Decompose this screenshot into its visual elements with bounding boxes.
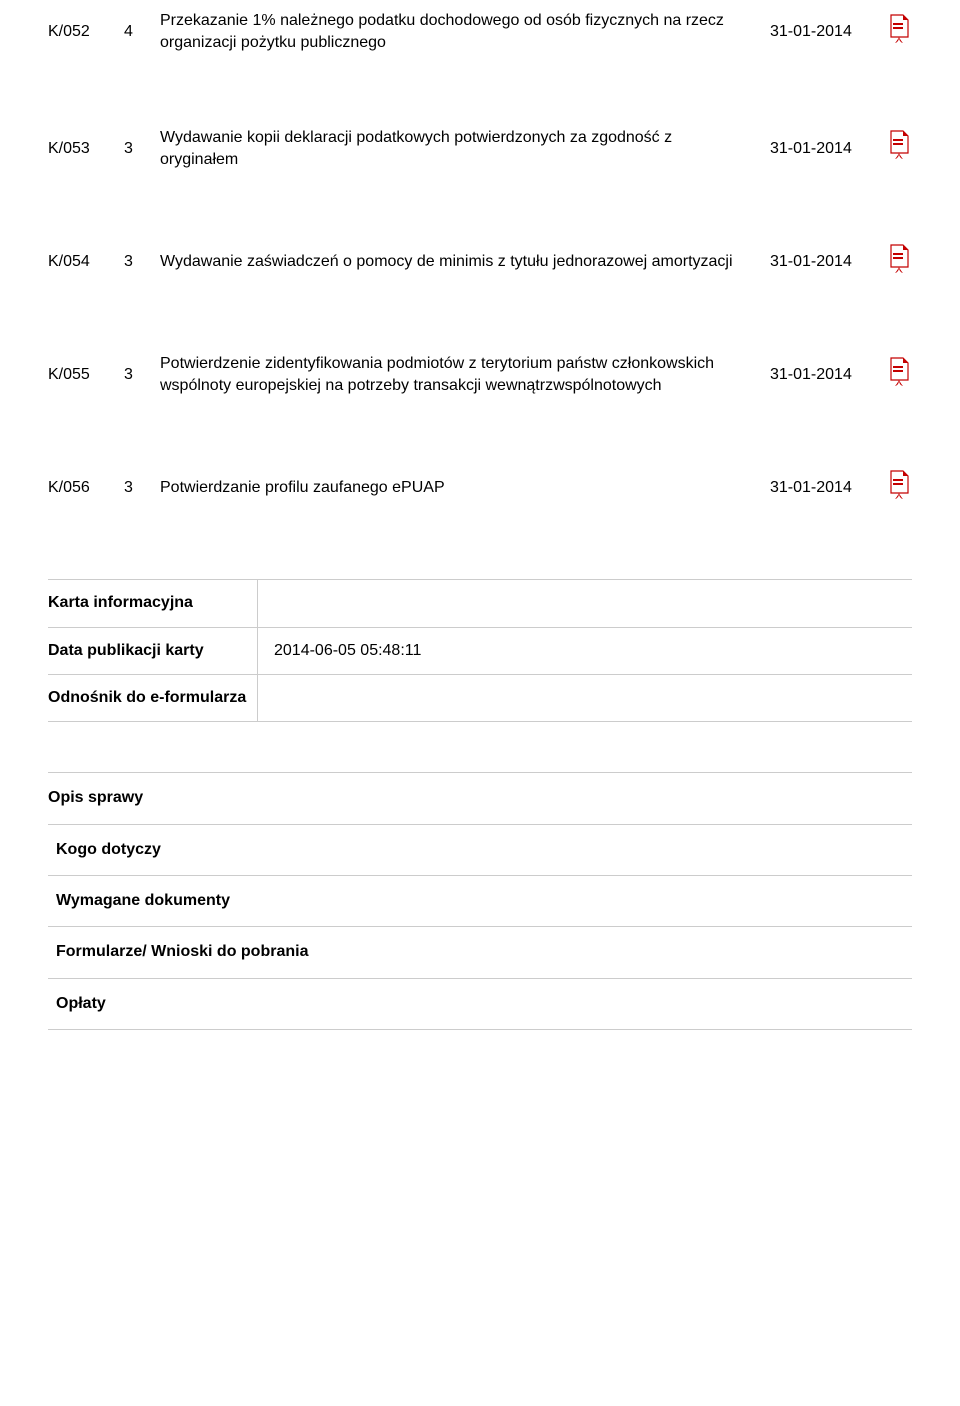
row-code: K/056: [48, 477, 108, 499]
pdf-icon[interactable]: [886, 14, 912, 51]
table-row: K/055 3 Potwierdzenie zidentyfikowania p…: [48, 353, 912, 398]
row-num: 3: [124, 138, 144, 160]
case-docs: Wymagane dokumenty: [48, 876, 912, 927]
case-who: Kogo dotyczy: [48, 825, 912, 876]
pdf-icon[interactable]: [886, 130, 912, 167]
info-card-title-value: [258, 580, 912, 626]
case-forms: Formularze/ Wnioski do pobrania: [48, 927, 912, 978]
row-code: K/052: [48, 21, 108, 43]
row-description: Potwierdzenie zidentyfikowania podmiotów…: [160, 353, 754, 398]
eform-link-label: Odnośnik do e-formularza: [48, 675, 258, 721]
case-section: Opis sprawy Kogo dotyczy Wymagane dokume…: [48, 772, 912, 1030]
table-row: K/054 3 Wydawanie zaświadczeń o pomocy d…: [48, 244, 912, 281]
info-card-section: Karta informacyjna Data publikacji karty…: [48, 579, 912, 722]
row-date: 31-01-2014: [770, 21, 870, 43]
row-num: 3: [124, 477, 144, 499]
table-row: K/053 3 Wydawanie kopii deklaracji podat…: [48, 127, 912, 172]
row-date: 31-01-2014: [770, 477, 870, 499]
pdf-icon[interactable]: [886, 357, 912, 394]
row-description: Wydawanie kopii deklaracji podatkowych p…: [160, 127, 754, 172]
row-description: Przekazanie 1% należnego podatku dochodo…: [160, 10, 754, 55]
case-fees: Opłaty: [48, 979, 912, 1029]
info-card-title: Karta informacyjna: [48, 580, 258, 626]
pdf-icon[interactable]: [886, 470, 912, 507]
eform-link-value: [258, 675, 912, 721]
row-code: K/053: [48, 138, 108, 160]
row-description: Potwierdzanie profilu zaufanego ePUAP: [160, 477, 754, 499]
row-num: 4: [124, 21, 144, 43]
pub-date-value: 2014-06-05 05:48:11: [258, 628, 912, 674]
table-row: K/052 4 Przekazanie 1% należnego podatku…: [48, 10, 912, 55]
pdf-icon[interactable]: [886, 244, 912, 281]
row-num: 3: [124, 251, 144, 273]
row-code: K/054: [48, 251, 108, 273]
row-date: 31-01-2014: [770, 251, 870, 273]
row-code: K/055: [48, 364, 108, 386]
row-date: 31-01-2014: [770, 364, 870, 386]
table-row: K/056 3 Potwierdzanie profilu zaufanego …: [48, 470, 912, 507]
case-title: Opis sprawy: [48, 773, 912, 824]
row-date: 31-01-2014: [770, 138, 870, 160]
row-num: 3: [124, 364, 144, 386]
pub-date-label: Data publikacji karty: [48, 628, 258, 674]
row-description: Wydawanie zaświadczeń o pomocy de minimi…: [160, 251, 754, 273]
